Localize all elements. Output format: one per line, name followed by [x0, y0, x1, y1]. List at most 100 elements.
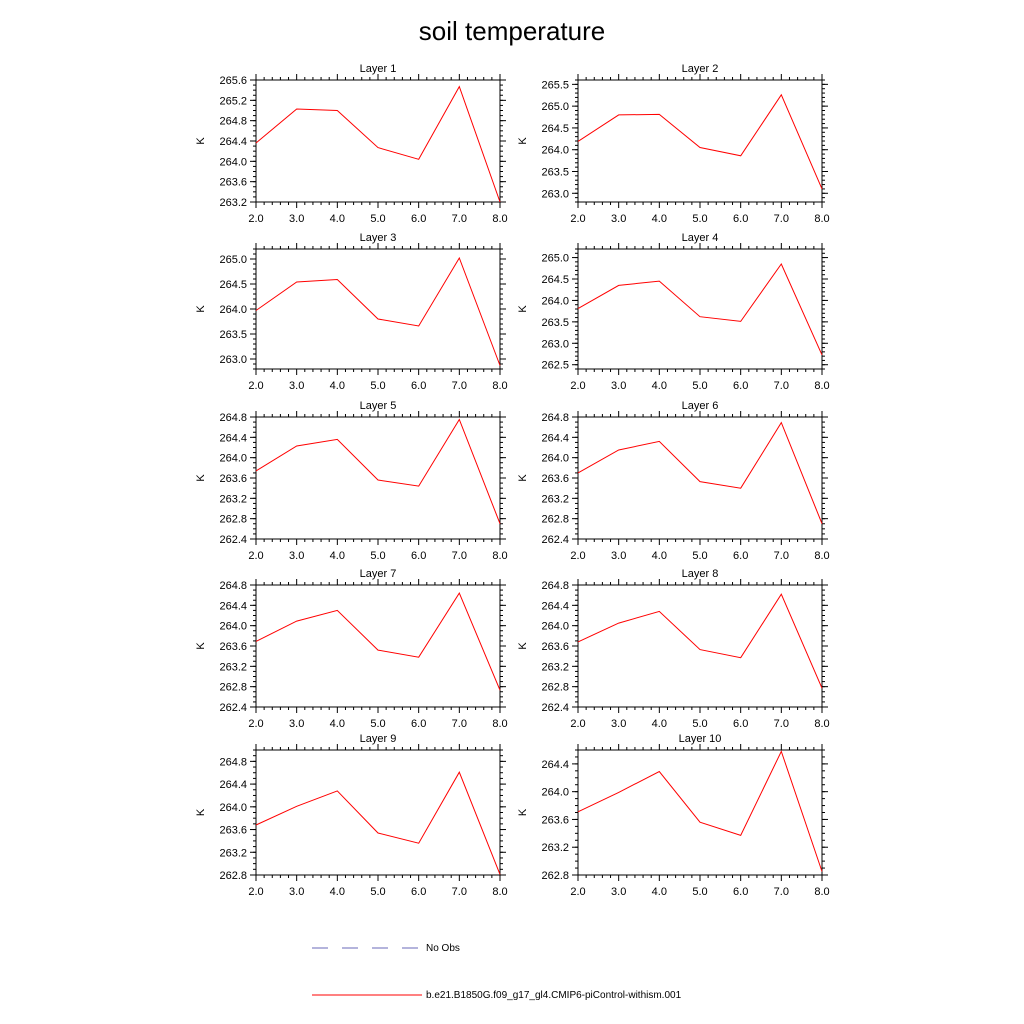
x-tick-label: 8.0 — [814, 886, 829, 898]
x-tick-label: 3.0 — [289, 550, 304, 562]
y-tick-label: 263.6 — [219, 825, 247, 837]
x-tick-label: 8.0 — [814, 550, 829, 562]
x-tick-label: 4.0 — [330, 550, 345, 562]
panel-layer-4: Layer 4 K 2.0 3.0 4.0 5.0 6.0 7.0 8.0 262.5 263.0 2… — [517, 232, 830, 392]
y-tick-label: 263.6 — [219, 177, 247, 189]
y-tick-label: 262.5 — [541, 360, 569, 372]
y-tick-label: 265.0 — [219, 254, 247, 266]
plot-frame-layer-10 — [577, 749, 823, 876]
panel-layer-2: Layer 2 K 2.0 3.0 4.0 5.0 6.0 7.0 8.0 263.0 263.5 2… — [517, 63, 830, 225]
y-axis-label-layer-2: K — [517, 137, 529, 145]
plot-frame-layer-9 — [255, 749, 501, 876]
x-tick-label: 4.0 — [652, 380, 667, 392]
x-tick-label: 3.0 — [289, 380, 304, 392]
series-line-layer-10 — [577, 750, 823, 872]
y-tick-label: 263.0 — [541, 338, 569, 350]
x-tick-label: 8.0 — [492, 380, 507, 392]
y-tick-label: 264.4 — [541, 759, 569, 771]
panel-title-layer-2: Layer 2 — [682, 63, 719, 75]
y-tick-label: 262.8 — [541, 514, 569, 526]
y-tick-label: 264.0 — [541, 145, 569, 157]
x-tick-label: 8.0 — [492, 886, 507, 898]
x-tick-label: 3.0 — [611, 550, 626, 562]
y-tick-label: 263.2 — [219, 197, 247, 209]
panel-layer-5: Layer 5 K 2.0 3.0 4.0 5.0 6.0 7.0 8.0 262.4 262.8 2… — [195, 400, 508, 562]
panel-title-layer-9: Layer 9 — [360, 733, 397, 745]
x-tick-label: 7.0 — [452, 718, 467, 730]
series-line-layer-7 — [255, 592, 501, 691]
y-tick-label: 265.0 — [541, 101, 569, 113]
y-tick-label: 263.2 — [541, 661, 569, 673]
x-tick-label: 4.0 — [652, 550, 667, 562]
y-tick-label: 265.6 — [219, 75, 247, 87]
y-axis-label-layer-1: K — [195, 137, 207, 145]
y-tick-label: 262.8 — [541, 870, 569, 882]
panel-title-layer-1: Layer 1 — [360, 63, 397, 75]
panel-layer-8: Layer 8 K 2.0 3.0 4.0 5.0 6.0 7.0 8.0 262.4 262.8 2… — [517, 568, 830, 730]
y-tick-label: 264.0 — [541, 621, 569, 633]
x-tick-label: 4.0 — [652, 718, 667, 730]
x-tick-label: 5.0 — [370, 213, 385, 225]
x-tick-label: 6.0 — [411, 213, 426, 225]
panel-layer-9: Layer 9 K 2.0 3.0 4.0 5.0 6.0 7.0 8.0 262.8 263.2 2… — [195, 733, 508, 898]
series-line-layer-2 — [577, 93, 823, 190]
x-tick-label: 7.0 — [774, 718, 789, 730]
x-tick-label: 4.0 — [652, 213, 667, 225]
y-tick-label: 263.5 — [541, 167, 569, 179]
series-line-layer-5 — [255, 418, 501, 524]
y-tick-label: 264.0 — [219, 304, 247, 316]
y-tick-label: 262.4 — [219, 702, 247, 714]
y-tick-label: 262.4 — [541, 702, 569, 714]
x-tick-label: 4.0 — [330, 380, 345, 392]
panel-title-layer-8: Layer 8 — [682, 568, 719, 580]
x-tick-label: 7.0 — [452, 550, 467, 562]
x-tick-label: 7.0 — [452, 886, 467, 898]
x-tick-label: 2.0 — [570, 886, 585, 898]
x-tick-label: 3.0 — [611, 380, 626, 392]
y-tick-label: 262.8 — [219, 870, 247, 882]
plot-frame-layer-6 — [577, 416, 823, 540]
plot-frame-layer-5 — [255, 416, 501, 540]
y-tick-label: 263.6 — [219, 641, 247, 653]
y-tick-label: 263.6 — [541, 473, 569, 485]
y-tick-label: 262.8 — [219, 514, 247, 526]
x-tick-label: 3.0 — [289, 213, 304, 225]
x-tick-label: 5.0 — [370, 718, 385, 730]
panel-title-layer-3: Layer 3 — [360, 232, 397, 244]
series-line-layer-3 — [255, 256, 501, 366]
y-tick-label: 263.2 — [219, 493, 247, 505]
x-tick-label: 6.0 — [411, 550, 426, 562]
y-tick-label: 264.8 — [219, 412, 247, 424]
y-tick-label: 264.8 — [219, 756, 247, 768]
y-axis-label-layer-9: K — [195, 808, 207, 816]
y-tick-label: 263.0 — [219, 354, 247, 366]
x-tick-label: 5.0 — [692, 550, 707, 562]
x-tick-label: 8.0 — [814, 213, 829, 225]
panel-layer-7: Layer 7 K 2.0 3.0 4.0 5.0 6.0 7.0 8.0 262.4 262.8 2… — [195, 568, 508, 730]
y-axis-label-layer-6: K — [517, 474, 529, 482]
x-tick-label: 5.0 — [370, 550, 385, 562]
x-tick-label: 4.0 — [330, 718, 345, 730]
x-tick-label: 6.0 — [733, 886, 748, 898]
x-tick-label: 6.0 — [733, 550, 748, 562]
x-tick-label: 8.0 — [492, 550, 507, 562]
panel-title-layer-4: Layer 4 — [682, 232, 719, 244]
panel-title-layer-10: Layer 10 — [679, 733, 722, 745]
x-tick-label: 3.0 — [611, 213, 626, 225]
y-axis-label-layer-8: K — [517, 642, 529, 650]
x-tick-label: 2.0 — [248, 550, 263, 562]
x-tick-label: 3.0 — [289, 886, 304, 898]
y-tick-label: 264.4 — [219, 136, 247, 148]
x-tick-label: 7.0 — [774, 213, 789, 225]
x-tick-label: 8.0 — [492, 213, 507, 225]
y-axis-label-layer-4: K — [517, 305, 529, 313]
x-tick-label: 8.0 — [814, 718, 829, 730]
x-tick-label: 6.0 — [733, 213, 748, 225]
panel-layer-1: Layer 1 K 2.0 3.0 4.0 5.0 6.0 7.0 8.0 263.2 263.6 2… — [195, 63, 508, 225]
y-axis-label-layer-7: K — [195, 642, 207, 650]
figure-title: soil temperature — [419, 16, 605, 46]
x-tick-label: 6.0 — [411, 380, 426, 392]
x-tick-label: 4.0 — [652, 886, 667, 898]
y-tick-label: 263.5 — [219, 329, 247, 341]
y-tick-label: 264.5 — [541, 274, 569, 286]
